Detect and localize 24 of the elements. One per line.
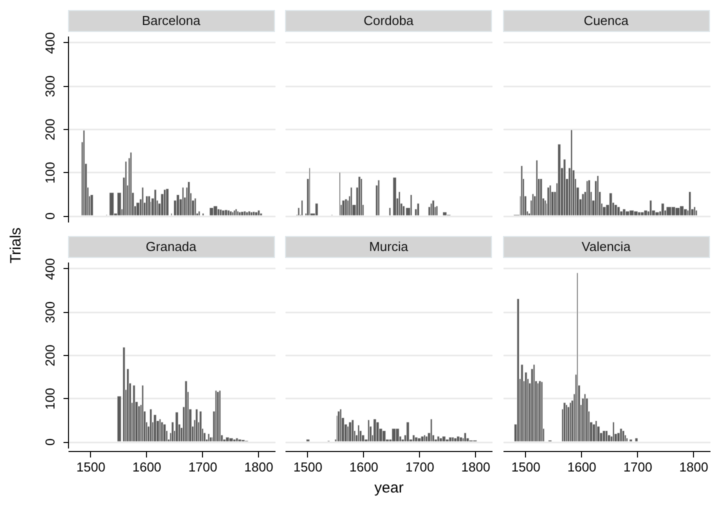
x-tick-label: 1500 xyxy=(294,460,322,474)
y-tick-label: 400 xyxy=(42,32,58,54)
x-tick-label: 1700 xyxy=(188,460,217,474)
x-tick-label: 1700 xyxy=(622,460,652,474)
x-tick-label: 1600 xyxy=(566,460,596,474)
y-tick-label: 100 xyxy=(42,388,58,410)
x-tick-label: 1800 xyxy=(678,460,708,474)
x-tick-label: 1600 xyxy=(132,460,161,474)
x-tick-label: 1800 xyxy=(244,460,273,474)
x-tick-label: 1600 xyxy=(349,460,378,474)
y-tick-label: 0 xyxy=(42,212,58,220)
x-tick-label: 1500 xyxy=(76,460,105,474)
x-tick-label: 1800 xyxy=(461,460,490,474)
y-tick-label: 300 xyxy=(42,301,58,324)
y-tick-label: 300 xyxy=(42,74,58,97)
x-axis-title: year xyxy=(374,480,404,496)
y-tick-label: 100 xyxy=(42,161,58,184)
x-tick-label: 1700 xyxy=(405,460,434,474)
y-tick-label: 200 xyxy=(42,118,58,140)
x-tick-label: 1500 xyxy=(511,460,540,474)
y-axis-title: Trials xyxy=(7,227,24,264)
y-tick-label: 0 xyxy=(42,438,58,446)
y-tick-label: 400 xyxy=(42,258,58,280)
y-tick-label: 200 xyxy=(42,344,58,366)
